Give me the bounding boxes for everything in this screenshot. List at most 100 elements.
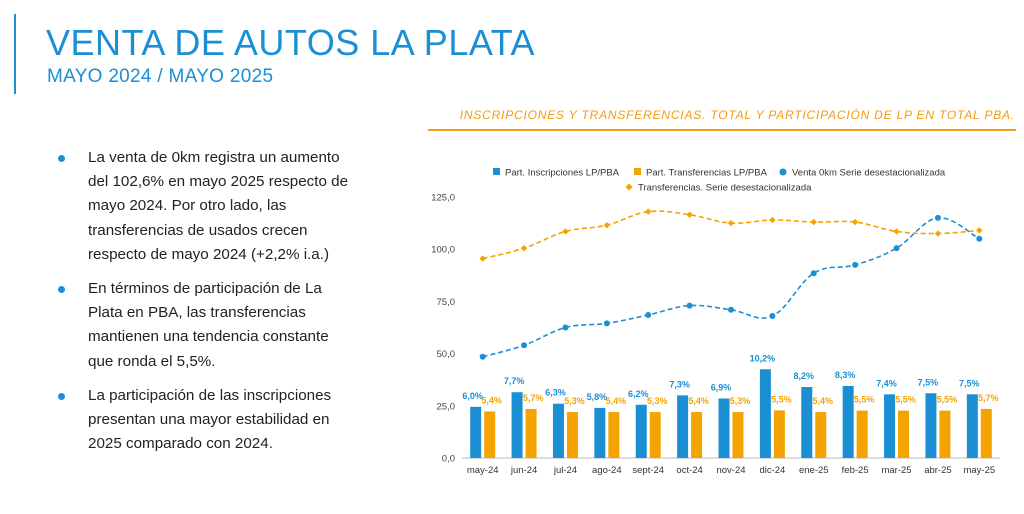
- legend-swatch: [625, 183, 633, 191]
- data-label: 5,5%: [771, 394, 792, 404]
- line-point: [934, 214, 941, 221]
- bar: [884, 394, 896, 458]
- data-label: 6,0%: [462, 391, 483, 401]
- data-label: 7,5%: [959, 378, 980, 388]
- line-point: [727, 219, 735, 227]
- data-label: 5,4%: [813, 396, 834, 406]
- bar: [691, 412, 703, 458]
- x-tick-label: dic-24: [759, 465, 785, 476]
- line-point: [769, 216, 776, 224]
- line-point: [645, 208, 652, 215]
- line-point: [893, 245, 900, 252]
- bar: [470, 406, 482, 458]
- line-point: [562, 324, 569, 331]
- line-point: [479, 255, 486, 262]
- line-point: [810, 270, 817, 277]
- data-label: 5,7%: [978, 393, 999, 403]
- bar: [759, 369, 771, 458]
- bar: [525, 408, 537, 458]
- data-label: 6,2%: [628, 389, 649, 399]
- bar: [732, 412, 744, 458]
- bar: [635, 404, 647, 458]
- chart-header: INSCRIPCIONES Y TRANSFERENCIAS. TOTAL Y …: [459, 108, 1015, 122]
- x-tick-label: mar-25: [881, 465, 911, 476]
- data-label: 5,5%: [895, 395, 916, 405]
- bar: [511, 392, 523, 458]
- data-label: 5,3%: [564, 396, 585, 406]
- data-label: 5,3%: [730, 396, 751, 406]
- accent-bar: [14, 14, 16, 94]
- bar: [939, 410, 951, 458]
- x-tick-label: abr-25: [924, 465, 951, 476]
- bar: [773, 410, 785, 458]
- data-label: 10,2%: [750, 353, 776, 363]
- x-tick-label: jun-24: [510, 465, 537, 476]
- data-label: 7,3%: [669, 379, 690, 389]
- x-tick-label: oct-24: [676, 465, 702, 476]
- bar: [925, 393, 937, 458]
- bar: [966, 394, 978, 458]
- line-point: [603, 221, 611, 229]
- x-tick-label: jul-24: [553, 465, 577, 476]
- bullet-dot-icon: [58, 155, 65, 162]
- data-label: 5,5%: [937, 395, 958, 405]
- y-tick-label: 0,0: [442, 454, 455, 465]
- line-point: [810, 218, 817, 226]
- data-label: 5,8%: [587, 392, 608, 402]
- y-tick-label: 75,0: [437, 297, 456, 308]
- x-tick-label: feb-25: [842, 465, 869, 476]
- x-tick-label: may-25: [963, 465, 995, 476]
- data-label: 5,3%: [647, 396, 668, 406]
- line-point: [893, 228, 900, 235]
- y-tick-label: 25,0: [437, 401, 456, 412]
- line-point: [686, 302, 693, 309]
- chart-header-rule: [428, 129, 1016, 131]
- bullet-dot-icon: [58, 392, 65, 400]
- line-point: [521, 342, 528, 349]
- bar: [801, 387, 813, 458]
- bar: [856, 410, 868, 458]
- bar: [677, 395, 689, 458]
- bar: [980, 408, 992, 458]
- x-tick-label: nov-24: [716, 465, 745, 476]
- line-point: [520, 244, 528, 252]
- legend-label: Part. Inscripciones LP/PBA: [505, 168, 620, 179]
- bar: [898, 410, 910, 458]
- bar: [815, 412, 827, 458]
- bar: [718, 398, 730, 458]
- bar: [649, 412, 661, 458]
- legend-label: Transferencias. Serie desestacionalizada: [638, 183, 812, 194]
- line-point: [851, 218, 859, 226]
- x-tick-label: sept-24: [632, 465, 664, 476]
- line-point: [562, 228, 569, 235]
- data-label: 5,5%: [854, 395, 875, 405]
- line-point: [479, 353, 486, 360]
- line-point: [645, 311, 652, 318]
- legend-label: Venta 0km Serie desestacionalizada: [792, 168, 946, 179]
- series-line: [482, 217, 980, 358]
- bullet-item: La venta de 0km registra un aumento del …: [58, 146, 358, 267]
- legend-swatch: [634, 168, 641, 175]
- data-label: 5,4%: [606, 396, 627, 406]
- data-label: 7,5%: [918, 377, 939, 387]
- bar: [552, 403, 564, 458]
- line-point: [769, 313, 776, 320]
- data-label: 6,3%: [545, 388, 566, 398]
- page-title: VENTA DE AUTOS LA PLATA: [46, 22, 536, 63]
- x-tick-label: may-24: [467, 465, 499, 476]
- bar: [608, 412, 620, 458]
- bullet-list: La venta de 0km registra un aumento del …: [58, 146, 358, 466]
- bullet-text: La participación de las inscripciones pr…: [88, 386, 332, 453]
- x-tick-label: ene-25: [799, 465, 829, 476]
- bullet-item: En términos de participación de La Plata…: [58, 277, 358, 374]
- bar: [594, 407, 606, 458]
- bullet-dot-icon: [58, 286, 65, 294]
- data-label: 8,3%: [835, 370, 856, 380]
- data-label: 7,4%: [876, 378, 897, 388]
- bullet-text: La venta de 0km registra un aumento del …: [88, 149, 349, 263]
- line-point: [976, 227, 983, 234]
- data-label: 5,4%: [688, 396, 709, 406]
- x-tick-label: ago-24: [592, 465, 622, 476]
- data-label: 6,9%: [711, 382, 732, 392]
